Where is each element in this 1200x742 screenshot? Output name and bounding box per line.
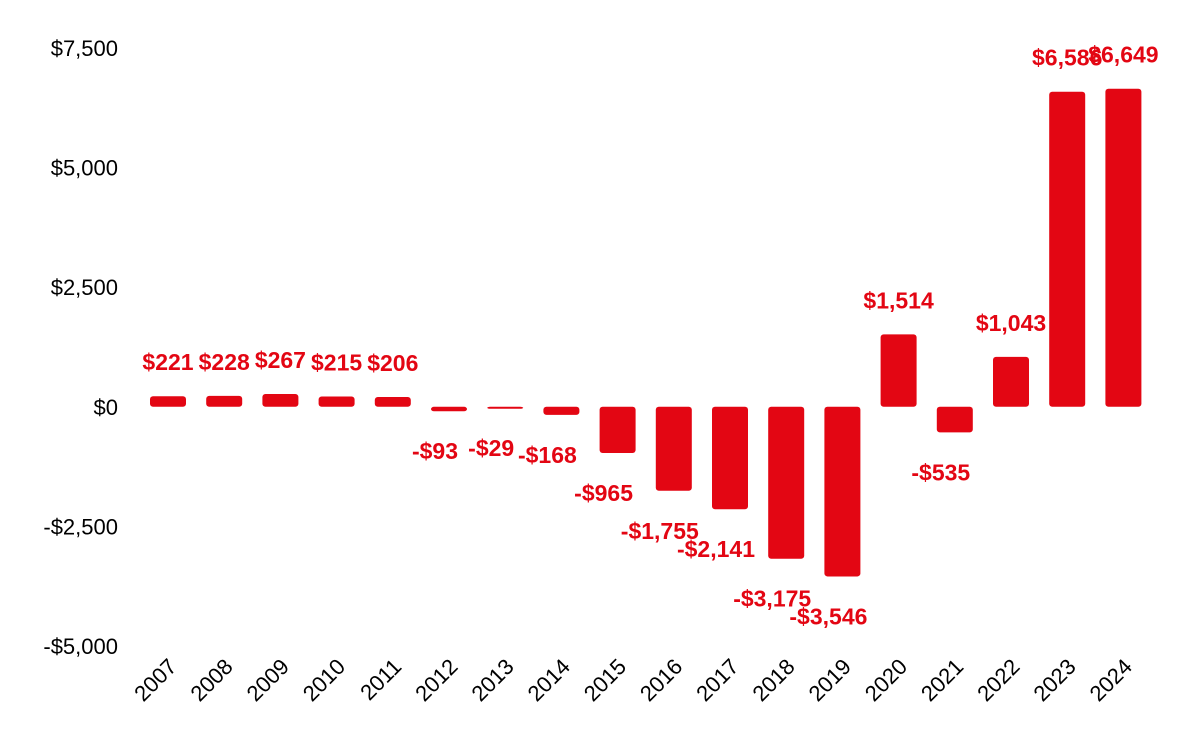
bar-2016	[655, 406, 692, 491]
data-label-2019: -$3,546	[789, 603, 867, 629]
x-tick-label-2012: 2012	[410, 654, 462, 706]
data-label-2011: $206	[367, 350, 418, 376]
y-tick-label: -$5,000	[43, 634, 118, 659]
data-label-2020: $1,514	[863, 287, 934, 313]
x-tick-label-2014: 2014	[523, 654, 575, 706]
x-tick-label-2011: 2011	[355, 654, 406, 705]
data-label-2024: $6,649	[1088, 42, 1158, 68]
x-tick-label-2010: 2010	[298, 654, 350, 706]
data-label-2016: -$1,755	[621, 518, 699, 544]
data-label-2014: -$168	[518, 442, 577, 468]
bar-2023	[1049, 91, 1086, 407]
data-label-2015: -$965	[574, 480, 633, 506]
bar-2022	[993, 356, 1029, 407]
data-labels: $221 $228 $267 $215 $206 -$93 -$29 -$168 -$965 -$…	[142, 42, 1158, 630]
data-label-2012: -$93	[412, 438, 458, 464]
y-tick-label: -$2,500	[43, 514, 118, 539]
data-label-2021: -$535	[911, 459, 970, 485]
data-label-2013: -$29	[468, 435, 514, 461]
bar-2018	[768, 406, 805, 559]
y-tick-label: $0	[94, 395, 118, 420]
bar-2008	[206, 395, 243, 407]
data-label-2008: $228	[199, 349, 250, 375]
data-label-2022: $1,043	[976, 310, 1046, 336]
bar-2017	[712, 406, 748, 510]
x-tick-label-2015: 2015	[579, 654, 631, 706]
bar-2013	[487, 406, 524, 409]
bars	[150, 88, 1142, 577]
bar-2019	[824, 406, 861, 577]
data-label-2007: $221	[142, 349, 193, 375]
x-tick-label-2013: 2013	[466, 654, 518, 706]
bar-2012	[431, 406, 467, 412]
y-tick-label: $2,500	[51, 275, 118, 300]
x-tick-label-2017: 2017	[691, 654, 743, 706]
x-tick-label-2007: 2007	[129, 654, 181, 706]
x-tick-label-2021: 2021	[916, 654, 968, 706]
y-tick-label: $7,500	[51, 36, 118, 61]
bar-2009	[262, 394, 299, 407]
x-tick-label-2023: 2023	[1028, 654, 1080, 706]
bar-2024	[1105, 88, 1142, 407]
y-tick-label: $5,000	[51, 156, 118, 181]
bar-2021	[936, 406, 973, 433]
y-axis: $7,500 $5,000 $2,500 $0 -$2,500 -$5,000	[43, 36, 118, 659]
bar-2010	[318, 396, 355, 407]
bar-2015	[599, 406, 636, 453]
x-tick-label-2019: 2019	[804, 654, 856, 706]
x-axis: 2007 2008 2009 2010 2011 2012 2013 2014 2015 2016…	[129, 654, 1137, 706]
data-label-2023: $6,586	[1032, 45, 1102, 71]
x-tick-label-2022: 2022	[972, 654, 1024, 706]
x-tick-label-2008: 2008	[185, 654, 237, 706]
x-tick-label-2020: 2020	[860, 654, 912, 706]
x-tick-label-2016: 2016	[635, 654, 687, 706]
data-label-2010: $215	[311, 350, 362, 376]
bar-2020	[880, 334, 917, 407]
bar-2007	[150, 396, 186, 407]
bar-2011	[374, 396, 411, 407]
data-label-2017: -$2,141	[677, 536, 755, 562]
x-tick-label-2024: 2024	[1085, 654, 1137, 706]
bar-2014	[543, 406, 580, 415]
data-label-2018: -$3,175	[733, 586, 811, 612]
x-tick-label-2009: 2009	[242, 654, 294, 706]
x-tick-label-2018: 2018	[747, 654, 799, 706]
data-label-2009: $267	[255, 347, 306, 373]
